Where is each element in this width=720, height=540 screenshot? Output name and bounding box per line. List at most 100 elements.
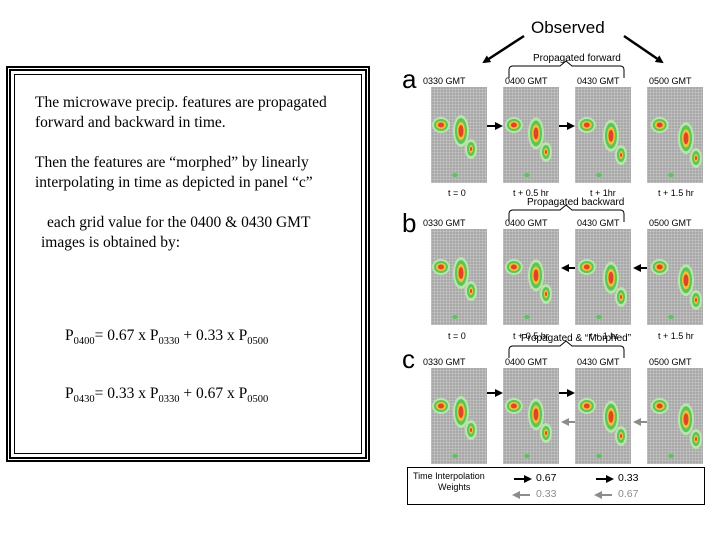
legend-arrows <box>512 475 614 499</box>
precip-image <box>503 87 559 183</box>
bracket-c <box>508 340 625 358</box>
precip-image <box>647 87 703 183</box>
precip-blob <box>683 413 689 426</box>
precip-blob <box>533 269 539 282</box>
precip-blob <box>620 153 622 157</box>
precip-blob <box>452 454 458 458</box>
precip-field <box>504 398 552 458</box>
bracket-label-c: Propagated & “Morphed” <box>521 333 632 344</box>
precip-blob <box>608 271 614 284</box>
time-label: 0330 GMT <box>423 218 466 228</box>
legend-black-weight-2: 0.33 <box>618 472 639 484</box>
time-label: 0500 GMT <box>649 76 692 86</box>
precip-blob <box>608 129 614 142</box>
precip-blob <box>510 403 517 409</box>
observed-arrow-right <box>623 34 664 64</box>
precip-image <box>431 87 487 183</box>
precip-field <box>650 117 702 177</box>
precip-blob <box>683 132 689 145</box>
time-label: 0500 GMT <box>649 218 692 228</box>
precip-blob <box>596 173 602 177</box>
time-label: 0330 GMT <box>423 357 466 367</box>
panel-letter-c: c <box>402 344 415 374</box>
precip-blob <box>596 454 602 458</box>
time-label: 0500 GMT <box>649 357 692 367</box>
precip-blob <box>583 264 590 270</box>
time-label: 0430 GMT <box>577 218 620 228</box>
time-offset: t + 1hr <box>590 188 616 198</box>
precip-blob <box>620 434 622 438</box>
precip-blob <box>656 264 663 270</box>
precip-field <box>577 398 627 458</box>
precip-blob <box>458 406 464 418</box>
precip-blob <box>470 289 472 293</box>
precip-image <box>575 229 631 325</box>
precip-blob <box>458 267 464 279</box>
time-offset: t + 1 hr <box>590 331 619 341</box>
precip-blob <box>524 315 530 319</box>
precip-image <box>431 229 487 325</box>
time-label: 0330 GMT <box>423 76 466 86</box>
time-label: 0430 GMT <box>577 357 620 367</box>
legend-gray-weight-1: 0.33 <box>536 488 557 500</box>
precip-image <box>647 368 703 464</box>
precip-image <box>503 368 559 464</box>
panel-letter-a: a <box>402 64 417 94</box>
precip-blob <box>452 315 458 319</box>
formula-p0430: P0430= 0.33 x P0330 + 0.67 x P0500 <box>65 385 269 405</box>
weights-legend: Time Interpolation Weights 0.67 0.33 0.3… <box>407 467 705 505</box>
precip-blob <box>510 122 517 128</box>
time-offset: t + 0.5 hr <box>513 188 549 198</box>
precip-blob <box>545 431 547 435</box>
precip-blob <box>470 147 472 151</box>
precip-blob <box>695 156 697 160</box>
precip-blob <box>470 428 472 432</box>
bracket-label-b: Propagated backward <box>527 197 625 208</box>
panel-letter-b: b <box>402 208 417 238</box>
time-label: 0400 GMT <box>505 357 548 367</box>
explanation-box: The microwave precip. features are propa… <box>6 66 370 462</box>
precip-blob <box>695 298 697 302</box>
precip-blob <box>668 454 674 458</box>
precip-blob <box>583 403 590 409</box>
precip-field <box>432 115 477 177</box>
precip-image <box>647 229 703 325</box>
precip-blob <box>656 122 663 128</box>
precip-blob <box>583 122 590 128</box>
precip-blob <box>524 454 530 458</box>
paragraph-morphing: Then the features are “morphed” by linea… <box>35 154 313 191</box>
precip-field <box>577 259 627 319</box>
precip-blob <box>620 295 622 299</box>
precip-field <box>577 117 627 177</box>
observed-arrow-left <box>482 34 525 64</box>
precip-blob <box>438 403 444 409</box>
legend-gray-weight-2: 0.67 <box>618 488 639 500</box>
precip-blob <box>452 173 458 177</box>
precip-image <box>503 229 559 325</box>
time-offset: t = 0 <box>448 188 466 198</box>
time-offset: t + 1.5 hr <box>658 188 694 198</box>
precip-blob <box>545 292 547 296</box>
precip-blob <box>458 125 464 137</box>
precip-blob <box>608 410 614 423</box>
time-label: 0400 GMT <box>505 218 548 228</box>
precip-field <box>650 259 702 319</box>
precip-image <box>431 368 487 464</box>
precip-field <box>504 259 552 319</box>
explanation-text: The microwave precip. features are propa… <box>35 93 351 253</box>
precip-blob <box>668 315 674 319</box>
precip-field <box>432 257 477 319</box>
precip-blob <box>656 403 663 409</box>
bracket-label-a: Propagated forward <box>533 53 621 64</box>
precip-image <box>575 87 631 183</box>
bracket-b <box>508 204 625 222</box>
observed-title: Observed <box>531 18 605 37</box>
time-label: 0400 GMT <box>505 76 548 86</box>
legend-title-2: Weights <box>438 482 471 492</box>
time-offset: t + 0.5 hr <box>513 331 549 341</box>
precip-blob <box>510 264 517 270</box>
paragraph-grid-value: each grid value for the 0400 & 0430 GMT … <box>41 214 311 251</box>
precip-field <box>504 117 552 177</box>
time-offset: t = 0 <box>448 331 466 341</box>
